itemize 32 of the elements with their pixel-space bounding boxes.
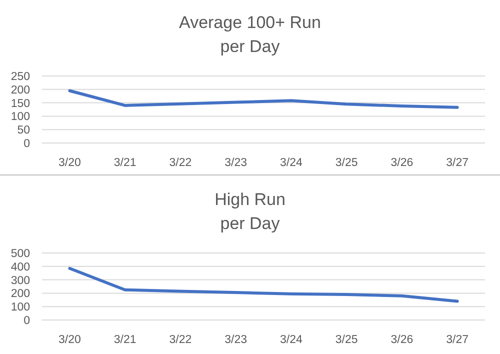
- x-tick-label: 3/24: [280, 157, 303, 169]
- x-tick-label: 3/20: [58, 157, 81, 169]
- y-tick-label: 100: [10, 111, 30, 124]
- x-tick-label: 3/23: [224, 157, 248, 169]
- x-tick-label: 3/25: [335, 334, 358, 346]
- x-tick-label: 3/20: [58, 334, 81, 346]
- y-tick-label: 300: [10, 274, 30, 287]
- y-tick-label: 400: [10, 261, 30, 274]
- y-tick-label: 0: [24, 315, 30, 328]
- y-tick-label: 0: [24, 138, 30, 150]
- x-tick-label: 3/21: [114, 334, 136, 346]
- x-tick-label: 3/27: [446, 157, 469, 169]
- y-tick-label: 200: [10, 288, 30, 300]
- x-tick-label: 3/23: [224, 334, 248, 346]
- x-tick-label: 3/24: [280, 334, 303, 346]
- x-tick-label: 3/22: [169, 157, 192, 169]
- y-tick-label: 200: [10, 84, 30, 96]
- y-tick-label: 150: [10, 98, 30, 110]
- x-tick-label: 3/27: [446, 334, 469, 346]
- chart-title: Average 100+ Run per Day: [179, 13, 321, 56]
- x-tick-label: 3/26: [390, 157, 414, 169]
- line-series: [68, 89, 459, 109]
- line-series: [68, 266, 459, 303]
- y-tick-label: 250: [10, 71, 30, 84]
- x-tick-label: 3/21: [114, 157, 136, 169]
- x-tick-label: 3/22: [169, 334, 192, 346]
- x-tick-label: 3/26: [390, 334, 414, 346]
- y-tick-label: 100: [10, 302, 30, 314]
- y-tick-label: 500: [10, 248, 30, 260]
- x-tick-label: 3/25: [335, 157, 358, 169]
- y-tick-label: 50: [17, 124, 30, 137]
- chart-title: High Run per Day: [214, 190, 286, 233]
